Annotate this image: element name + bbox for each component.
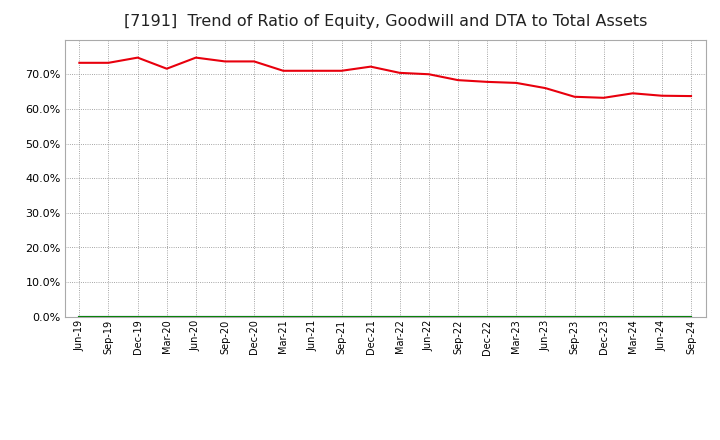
Goodwill [104, 314, 113, 319]
Equity [483, 79, 492, 84]
Goodwill [250, 314, 258, 319]
Equity [308, 68, 317, 73]
Deferred Tax Assets [454, 314, 462, 319]
Deferred Tax Assets [629, 314, 637, 319]
Deferred Tax Assets [599, 314, 608, 319]
Goodwill [395, 314, 404, 319]
Equity [133, 55, 142, 60]
Equity [629, 91, 637, 96]
Goodwill [657, 314, 666, 319]
Goodwill [337, 314, 346, 319]
Deferred Tax Assets [570, 314, 579, 319]
Equity [512, 80, 521, 85]
Deferred Tax Assets [279, 314, 287, 319]
Deferred Tax Assets [75, 314, 84, 319]
Deferred Tax Assets [250, 314, 258, 319]
Goodwill [599, 314, 608, 319]
Goodwill [570, 314, 579, 319]
Equity [104, 60, 113, 66]
Deferred Tax Assets [163, 314, 171, 319]
Deferred Tax Assets [425, 314, 433, 319]
Equity [454, 77, 462, 83]
Goodwill [629, 314, 637, 319]
Equity [192, 55, 200, 60]
Goodwill [483, 314, 492, 319]
Deferred Tax Assets [687, 314, 696, 319]
Equity [657, 93, 666, 99]
Equity [541, 85, 550, 91]
Deferred Tax Assets [483, 314, 492, 319]
Equity [75, 60, 84, 66]
Equity [163, 66, 171, 71]
Goodwill [308, 314, 317, 319]
Deferred Tax Assets [192, 314, 200, 319]
Equity [599, 95, 608, 100]
Equity [250, 59, 258, 64]
Deferred Tax Assets [308, 314, 317, 319]
Deferred Tax Assets [104, 314, 113, 319]
Equity [220, 59, 229, 64]
Deferred Tax Assets [366, 314, 375, 319]
Equity [366, 64, 375, 69]
Goodwill [454, 314, 462, 319]
Equity [425, 72, 433, 77]
Deferred Tax Assets [395, 314, 404, 319]
Equity [687, 93, 696, 99]
Goodwill [163, 314, 171, 319]
Title: [7191]  Trend of Ratio of Equity, Goodwill and DTA to Total Assets: [7191] Trend of Ratio of Equity, Goodwil… [124, 14, 647, 29]
Deferred Tax Assets [512, 314, 521, 319]
Equity [337, 68, 346, 73]
Line: Equity: Equity [79, 58, 691, 98]
Goodwill [220, 314, 229, 319]
Deferred Tax Assets [541, 314, 550, 319]
Goodwill [279, 314, 287, 319]
Goodwill [687, 314, 696, 319]
Deferred Tax Assets [657, 314, 666, 319]
Goodwill [541, 314, 550, 319]
Equity [279, 68, 287, 73]
Equity [570, 94, 579, 99]
Goodwill [75, 314, 84, 319]
Equity [395, 70, 404, 76]
Goodwill [425, 314, 433, 319]
Goodwill [192, 314, 200, 319]
Goodwill [366, 314, 375, 319]
Goodwill [512, 314, 521, 319]
Goodwill [133, 314, 142, 319]
Deferred Tax Assets [337, 314, 346, 319]
Deferred Tax Assets [220, 314, 229, 319]
Deferred Tax Assets [133, 314, 142, 319]
